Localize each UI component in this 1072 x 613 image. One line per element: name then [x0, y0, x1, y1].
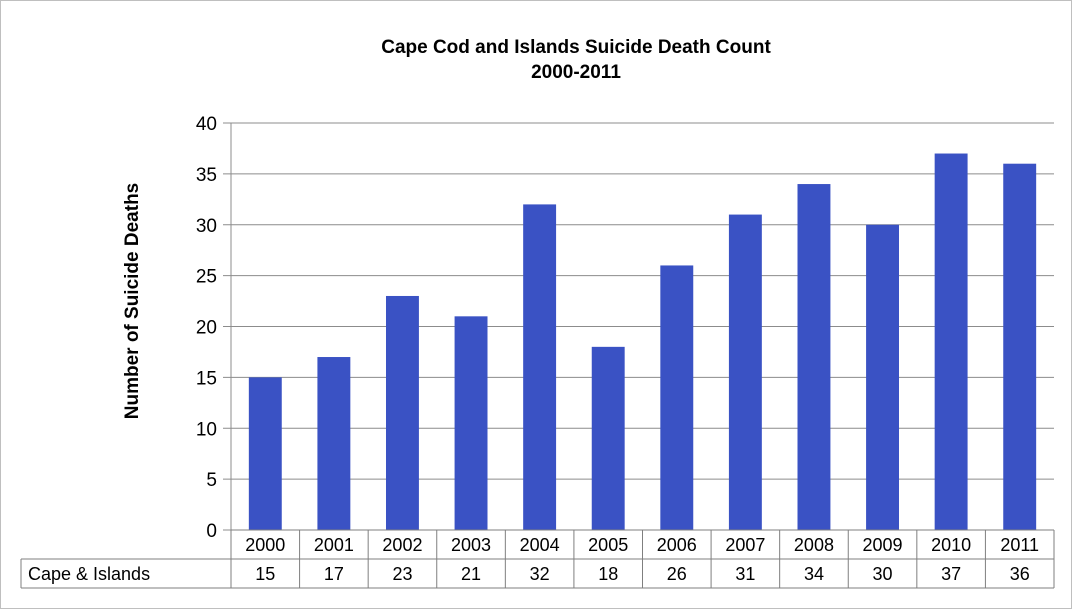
y-tick-label: 30 [196, 216, 217, 237]
bar [591, 346, 625, 530]
y-tick-label: 5 [206, 470, 217, 491]
data-label: 17 [324, 564, 344, 584]
bar [248, 377, 282, 530]
x-tick-label: 2004 [520, 535, 560, 555]
bar [385, 295, 419, 530]
x-tick-label: 2006 [657, 535, 697, 555]
x-tick-label: 2003 [451, 535, 491, 555]
x-tick-label: 2008 [794, 535, 834, 555]
data-label: 31 [735, 564, 755, 584]
data-label: 21 [461, 564, 481, 584]
data-label: 37 [941, 564, 961, 584]
y-tick-label: 20 [196, 318, 217, 339]
y-axis-label: Number of Suicide Deaths [122, 183, 143, 420]
bar [866, 224, 900, 530]
data-label: 36 [1010, 564, 1030, 584]
x-tick-label: 2000 [245, 535, 285, 555]
data-label: 18 [598, 564, 618, 584]
bars [248, 153, 1037, 531]
bar [317, 357, 351, 530]
x-tick-label: 2011 [1000, 535, 1039, 555]
chart-title: Cape Cod and Islands Suicide Death Count [381, 37, 771, 58]
bar [454, 316, 488, 530]
bar [1003, 163, 1037, 530]
data-label: 23 [392, 564, 412, 584]
x-tick-label: 2005 [588, 535, 628, 555]
y-tick-label: 15 [196, 368, 217, 389]
y-tick-label: 35 [196, 165, 217, 186]
data-label: 26 [667, 564, 687, 584]
bar [660, 265, 694, 530]
data-label: 30 [873, 564, 893, 584]
y-tick-label: 40 [196, 114, 217, 135]
data-table: 2000 15 2001 17 2002 23 2003 21 2004 32 2005 18 2006… [20, 529, 1055, 589]
data-label: 34 [804, 564, 824, 584]
bar [728, 214, 762, 530]
bar [797, 184, 831, 531]
bar [523, 204, 557, 530]
data-label: 15 [255, 564, 275, 584]
x-tick-label: 2009 [863, 535, 903, 555]
y-tick-label: 10 [196, 419, 217, 440]
chart-subtitle: 2000-2011 [531, 62, 621, 83]
gridlines [223, 122, 1054, 531]
y-tick-label: 0 [206, 521, 217, 542]
y-tick-label: 25 [196, 267, 217, 288]
bar [934, 153, 968, 530]
x-tick-label: 2010 [931, 535, 971, 555]
x-tick-label: 2001 [314, 535, 354, 555]
x-tick-label: 2007 [725, 535, 765, 555]
x-tick-label: 2002 [382, 535, 422, 555]
data-label: 32 [530, 564, 550, 584]
series-name: Cape & Islands [28, 564, 150, 584]
y-axis-ticks: 0 5 10 15 20 25 30 35 40 [196, 114, 217, 542]
